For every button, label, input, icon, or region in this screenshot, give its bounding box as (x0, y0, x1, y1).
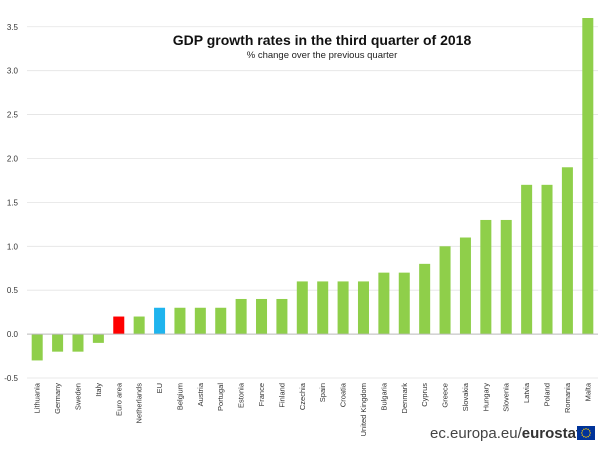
y-axis-ticks: -0.5 0.0 0.5 1.0 1.5 2.0 2.5 3.0 3.5 (4, 23, 18, 383)
x-category-label: Germany (53, 383, 62, 414)
x-category-label: Latvia (522, 382, 531, 403)
bar-denmark (398, 272, 410, 335)
y-tick-label: 0.0 (7, 330, 19, 339)
y-tick-label: 3.5 (7, 23, 19, 32)
bar-slovenia (500, 219, 512, 335)
chart-title: GDP growth rates in the third quarter of… (173, 32, 472, 48)
y-tick-label: 2.0 (7, 154, 19, 163)
grid-lines (27, 26, 598, 379)
bar-cyprus (419, 263, 431, 335)
x-category-label: Cyprus (420, 383, 429, 407)
bar-austria (194, 307, 206, 335)
y-tick-label: 3.0 (7, 67, 19, 76)
source-footer: ec.europa.eu/eurostat (430, 425, 581, 442)
footer-site: ec.europa.eu/ (430, 425, 522, 442)
x-category-label: Slovakia (461, 382, 470, 411)
x-category-label: Poland (543, 383, 552, 406)
bar-hungary (480, 219, 492, 335)
footer-brand: eurostat (521, 425, 581, 442)
y-tick-label: 1.0 (7, 242, 19, 251)
bar-estonia (235, 298, 247, 335)
bar-greece (439, 246, 451, 335)
x-category-label: Netherlands (135, 383, 144, 424)
bar-bulgaria (378, 272, 390, 335)
bar-poland (541, 184, 553, 335)
x-category-label: Slovenia (502, 382, 511, 412)
x-category-label: United Kingdom (359, 383, 368, 436)
x-category-label: Finland (277, 383, 286, 408)
x-category-label: Czechia (298, 382, 307, 410)
x-category-label: Denmark (400, 383, 409, 414)
bar-euro-area (113, 316, 125, 335)
bar-italy (92, 334, 104, 343)
bar-slovakia (459, 237, 471, 335)
bars (31, 18, 594, 361)
bar-romania (561, 167, 573, 335)
x-category-label: Croatia (339, 382, 348, 407)
bar-sweden (72, 334, 84, 352)
bar-lithuania (31, 334, 43, 361)
bar-malta (582, 18, 594, 335)
x-category-label: Sweden (73, 383, 82, 410)
y-tick-label: 1.5 (7, 198, 19, 207)
x-category-label: Estonia (237, 382, 246, 408)
eu-flag-icon (577, 426, 595, 440)
x-category-label: Romania (563, 382, 572, 413)
bar-portugal (215, 307, 227, 335)
x-category-label: Spain (318, 383, 327, 402)
x-category-label: Bulgaria (379, 382, 388, 410)
y-tick-label: 0.5 (7, 286, 19, 295)
bar-eu (154, 307, 166, 335)
chart-subtitle: % change over the previous quarter (247, 50, 398, 61)
y-tick-label: 2.5 (7, 111, 19, 120)
bar-finland (276, 298, 288, 335)
x-axis-categories: Lithuania Germany Sweden Italy Euro area Neth… (33, 382, 593, 436)
bar-belgium (174, 307, 186, 335)
x-category-label: Euro area (114, 382, 123, 416)
x-category-label: Lithuania (33, 382, 42, 413)
x-category-label: Italy (94, 383, 103, 397)
x-category-label: France (257, 383, 266, 406)
bar-spain (317, 281, 329, 335)
bar-france (256, 298, 268, 335)
bar-germany (52, 334, 64, 352)
x-category-label: Austria (196, 382, 205, 406)
x-category-label: Hungary (481, 383, 490, 412)
x-category-label: EU (155, 383, 164, 393)
y-tick-label: -0.5 (4, 374, 18, 383)
x-category-label: Greece (441, 383, 450, 408)
bar-croatia (337, 281, 349, 335)
bar-netherlands (133, 316, 145, 335)
x-category-label: Malta (583, 382, 592, 401)
bar-latvia (521, 184, 533, 335)
bar-czechia (296, 281, 308, 335)
x-category-label: Portugal (216, 383, 225, 411)
x-category-label: Belgium (175, 383, 184, 410)
bar-united-kingdom (357, 281, 369, 335)
